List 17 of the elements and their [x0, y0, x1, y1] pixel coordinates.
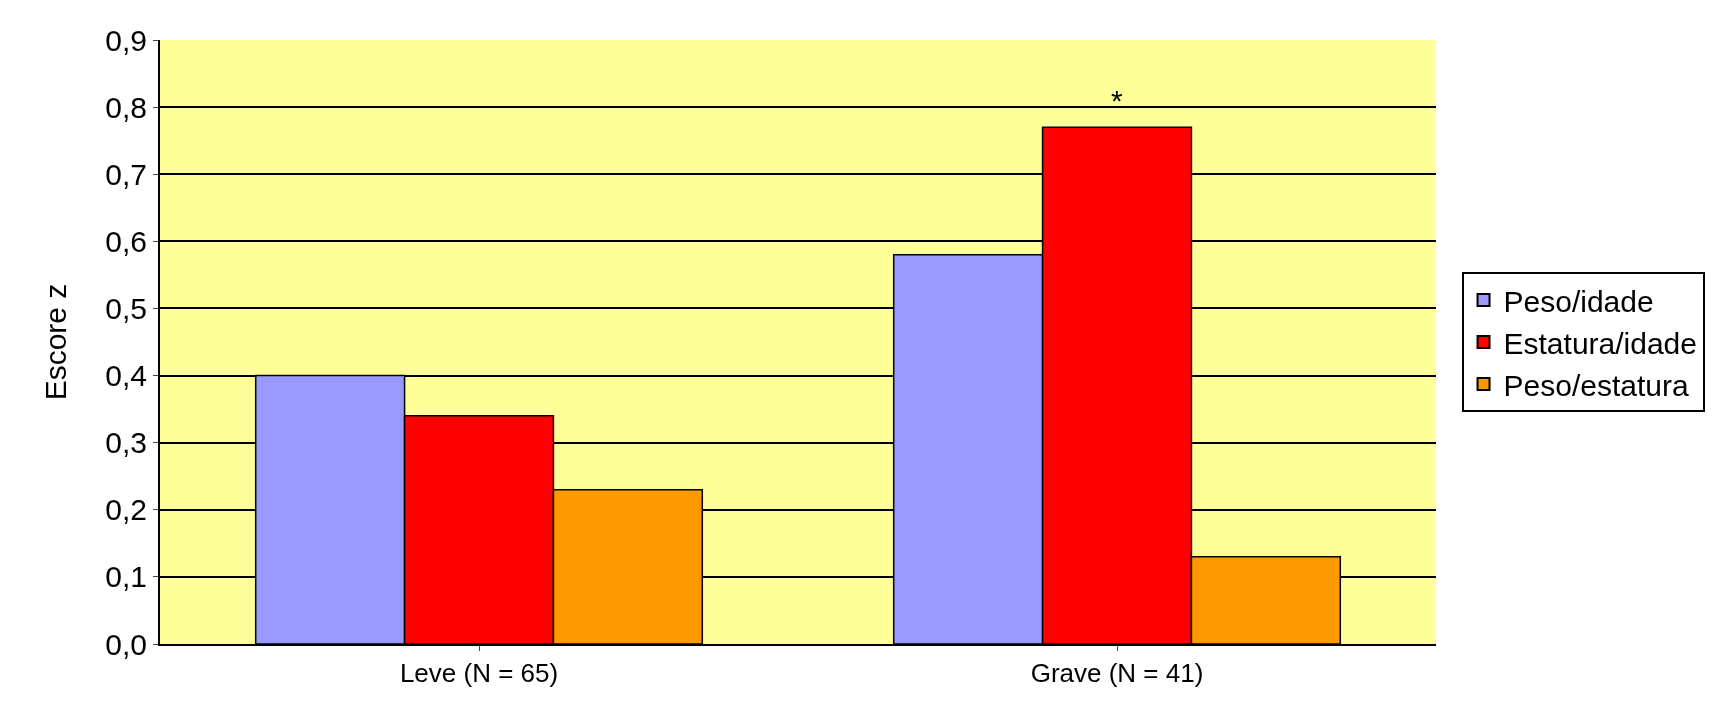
annotation: * [1111, 84, 1123, 117]
x-tick-label: Leve (N = 65) [399, 658, 559, 689]
legend-label: Peso/idade [1503, 284, 1654, 318]
y-axis-title: Escore z [38, 283, 72, 401]
y-tick-label: 0,4 [105, 359, 147, 393]
y-tick-label: 0,1 [105, 560, 147, 594]
y-tick-label: 0,5 [105, 291, 147, 325]
x-tick-label: Grave (N = 41) [1030, 658, 1204, 689]
y-tick-label: 0,7 [105, 157, 147, 191]
y-tick-label: 0,8 [105, 90, 147, 124]
y-tick-label: 0,6 [105, 224, 147, 258]
y-tick-label: 0,0 [105, 627, 147, 661]
legend-label: Peso/estatura [1503, 368, 1689, 402]
y-tick-label: 0,9 [105, 23, 147, 57]
legend-label: Estatura/idade [1503, 326, 1697, 360]
y-tick-label: 0,3 [105, 426, 147, 460]
y-tick-label: 0,2 [105, 493, 147, 527]
